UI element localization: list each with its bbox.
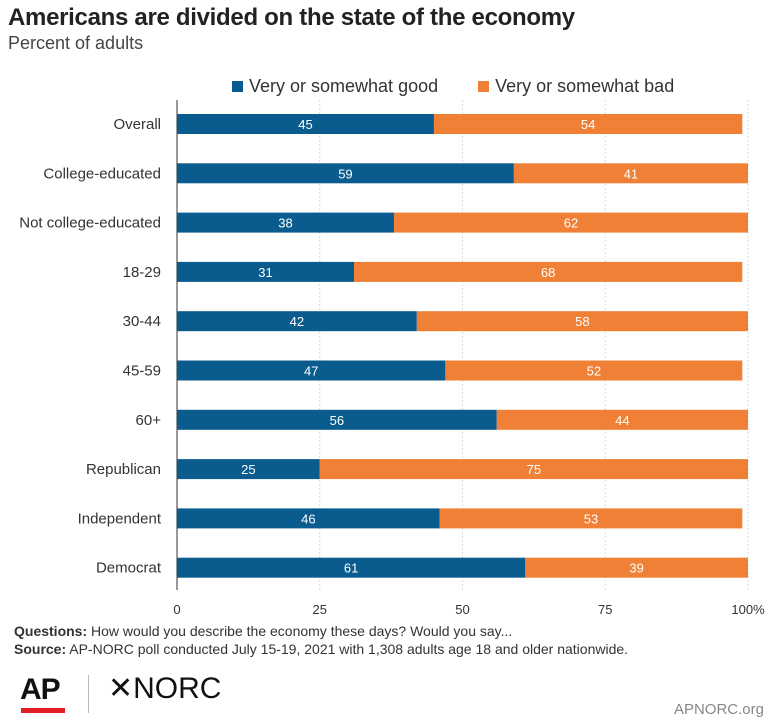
data-label: 47 bbox=[304, 364, 318, 379]
data-label: 25 bbox=[241, 462, 255, 477]
stacked-bar-chart: 0 25 50 75 100% Overall 45 54 College-educated 59… bbox=[19, 100, 765, 617]
bar-bad bbox=[513, 163, 748, 184]
questions-label: Questions: bbox=[14, 623, 88, 639]
category-label: Overall bbox=[113, 116, 161, 133]
bar-bad bbox=[445, 360, 743, 381]
bar-good bbox=[177, 360, 446, 381]
data-label: 42 bbox=[290, 314, 304, 329]
legend-swatch-bad bbox=[478, 81, 490, 92]
data-label: 59 bbox=[338, 166, 352, 181]
data-label: 68 bbox=[541, 265, 555, 280]
bar-good bbox=[177, 557, 526, 578]
x-tick-label: 25 bbox=[313, 602, 327, 617]
source-note: Source: AP-NORC poll conducted July 15-1… bbox=[14, 640, 628, 658]
bar-good bbox=[177, 508, 440, 529]
footer-url: APNORC.org bbox=[673, 701, 764, 718]
data-label: 61 bbox=[344, 561, 358, 576]
data-label: 58 bbox=[575, 314, 589, 329]
questions-note: Questions: How would you describe the ec… bbox=[14, 622, 628, 640]
legend-swatch-good bbox=[232, 81, 243, 92]
bar-bad bbox=[525, 557, 748, 578]
legend-item-good: Very or somewhat good bbox=[232, 76, 438, 97]
chart-subtitle: Percent of adults bbox=[8, 33, 144, 53]
bar-bad bbox=[393, 212, 748, 233]
bar-good bbox=[177, 459, 320, 480]
data-label: 52 bbox=[587, 364, 601, 379]
bar-bad bbox=[439, 508, 743, 529]
bar-bad bbox=[496, 409, 748, 430]
logo-divider bbox=[88, 675, 89, 713]
source-text: AP-NORC poll conducted July 15-19, 2021 … bbox=[66, 641, 629, 657]
source-label: Source: bbox=[14, 641, 67, 657]
category-label: 18-29 bbox=[123, 264, 161, 281]
legend-label-good: Very or somewhat good bbox=[249, 76, 439, 96]
chart-notes: Questions: How would you describe the ec… bbox=[14, 622, 628, 658]
chart-title: Americans are divided on the state of th… bbox=[8, 4, 575, 31]
bar-bad bbox=[319, 459, 748, 480]
data-label: 54 bbox=[581, 117, 595, 132]
x-tick-label: 100% bbox=[731, 602, 765, 617]
category-label: Democrat bbox=[96, 560, 162, 577]
data-label: 45 bbox=[298, 117, 312, 132]
category-label: 45-59 bbox=[123, 363, 161, 380]
x-tick-label: 50 bbox=[455, 602, 469, 617]
bar-good bbox=[177, 409, 497, 430]
category-label: Independent bbox=[78, 510, 162, 527]
data-label: 46 bbox=[301, 511, 315, 526]
bar-bad bbox=[416, 311, 748, 332]
ap-logo: AP bbox=[20, 673, 61, 706]
category-label: Not college-educated bbox=[19, 215, 161, 232]
category-label: College-educated bbox=[43, 165, 161, 182]
data-label: 62 bbox=[564, 216, 578, 231]
norc-logo: ✕NORC bbox=[108, 671, 221, 706]
data-label: 38 bbox=[278, 216, 292, 231]
bar-bad bbox=[354, 261, 743, 282]
data-label: 53 bbox=[584, 511, 598, 526]
bar-good bbox=[177, 311, 417, 332]
bar-bad bbox=[433, 114, 743, 134]
chart-legend: Very or somewhat good Very or somewhat b… bbox=[232, 76, 714, 97]
bar-good bbox=[177, 212, 394, 233]
data-label: 41 bbox=[624, 166, 638, 181]
x-tick-label: 75 bbox=[598, 602, 612, 617]
category-label: 60+ bbox=[136, 412, 162, 429]
bar-good bbox=[177, 261, 355, 282]
norc-logo-text: NORC bbox=[133, 672, 222, 705]
legend-label-bad: Very or somewhat bad bbox=[495, 76, 675, 96]
data-label: 44 bbox=[615, 413, 629, 428]
data-label: 56 bbox=[330, 413, 344, 428]
x-tick-label: 0 bbox=[173, 602, 180, 617]
data-label: 75 bbox=[527, 462, 541, 477]
bar-good bbox=[177, 114, 434, 134]
data-label: 39 bbox=[629, 561, 643, 576]
questions-text: How would you describe the economy these… bbox=[87, 623, 513, 639]
legend-item-bad: Very or somewhat bad bbox=[478, 76, 674, 97]
data-label: 31 bbox=[258, 265, 272, 280]
category-label: 30-44 bbox=[123, 313, 161, 330]
norc-star-icon: ✕ bbox=[108, 672, 134, 705]
category-label: Republican bbox=[86, 461, 161, 478]
ap-logo-bar bbox=[21, 708, 65, 713]
bar-good bbox=[177, 163, 514, 184]
